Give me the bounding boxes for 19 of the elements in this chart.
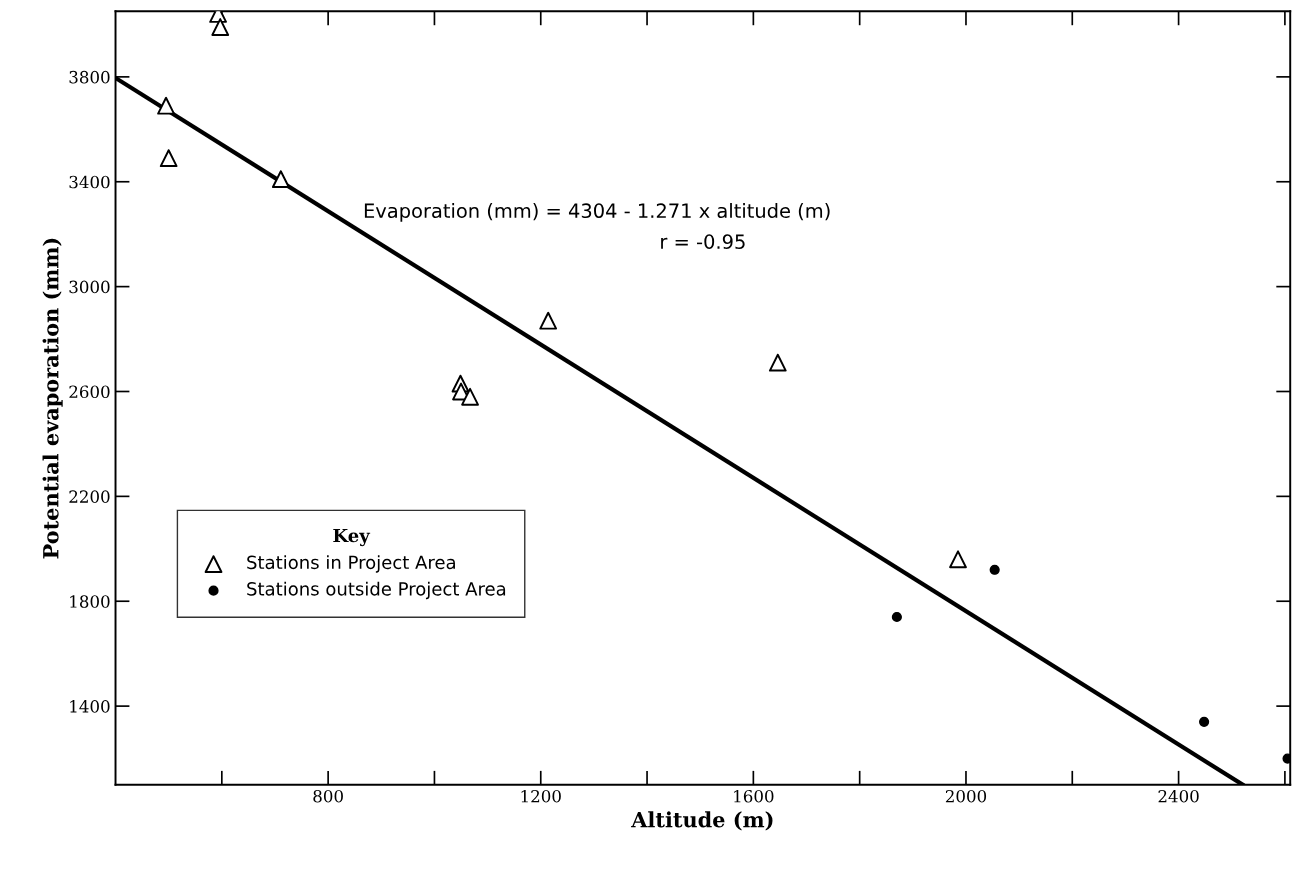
x-tick-label: 800 [313, 789, 343, 803]
x-axis-title: Altitude (m) [631, 811, 773, 831]
y-tick-label: 2200 [69, 490, 110, 503]
y-tick-label: 1800 [70, 595, 110, 608]
y-tick-label: 3400 [69, 175, 110, 189]
legend-label: Stations in Project Area [247, 555, 455, 573]
x-tick-label: 1600 [734, 789, 774, 803]
x-tick-label: 2000 [945, 789, 987, 803]
y-tick-label: 2600 [69, 385, 110, 399]
legend-title: Key [333, 528, 371, 547]
y-tick-label: 1400 [70, 700, 110, 713]
x-tick-label: 2400 [1158, 789, 1199, 803]
legend-label: Stations outside Project Area [247, 581, 506, 600]
y-tick-label: 3800 [69, 70, 110, 84]
annotation: r = -0.95 [661, 234, 745, 249]
y-axis-title: Potential evaporation (mm) [42, 238, 63, 559]
x-tick-label: 1200 [521, 789, 561, 803]
annotation: Evaporation (mm) = 4304 - 1.271 x altitude (m) [364, 203, 830, 222]
y-tick-label: 3000 [69, 280, 110, 294]
